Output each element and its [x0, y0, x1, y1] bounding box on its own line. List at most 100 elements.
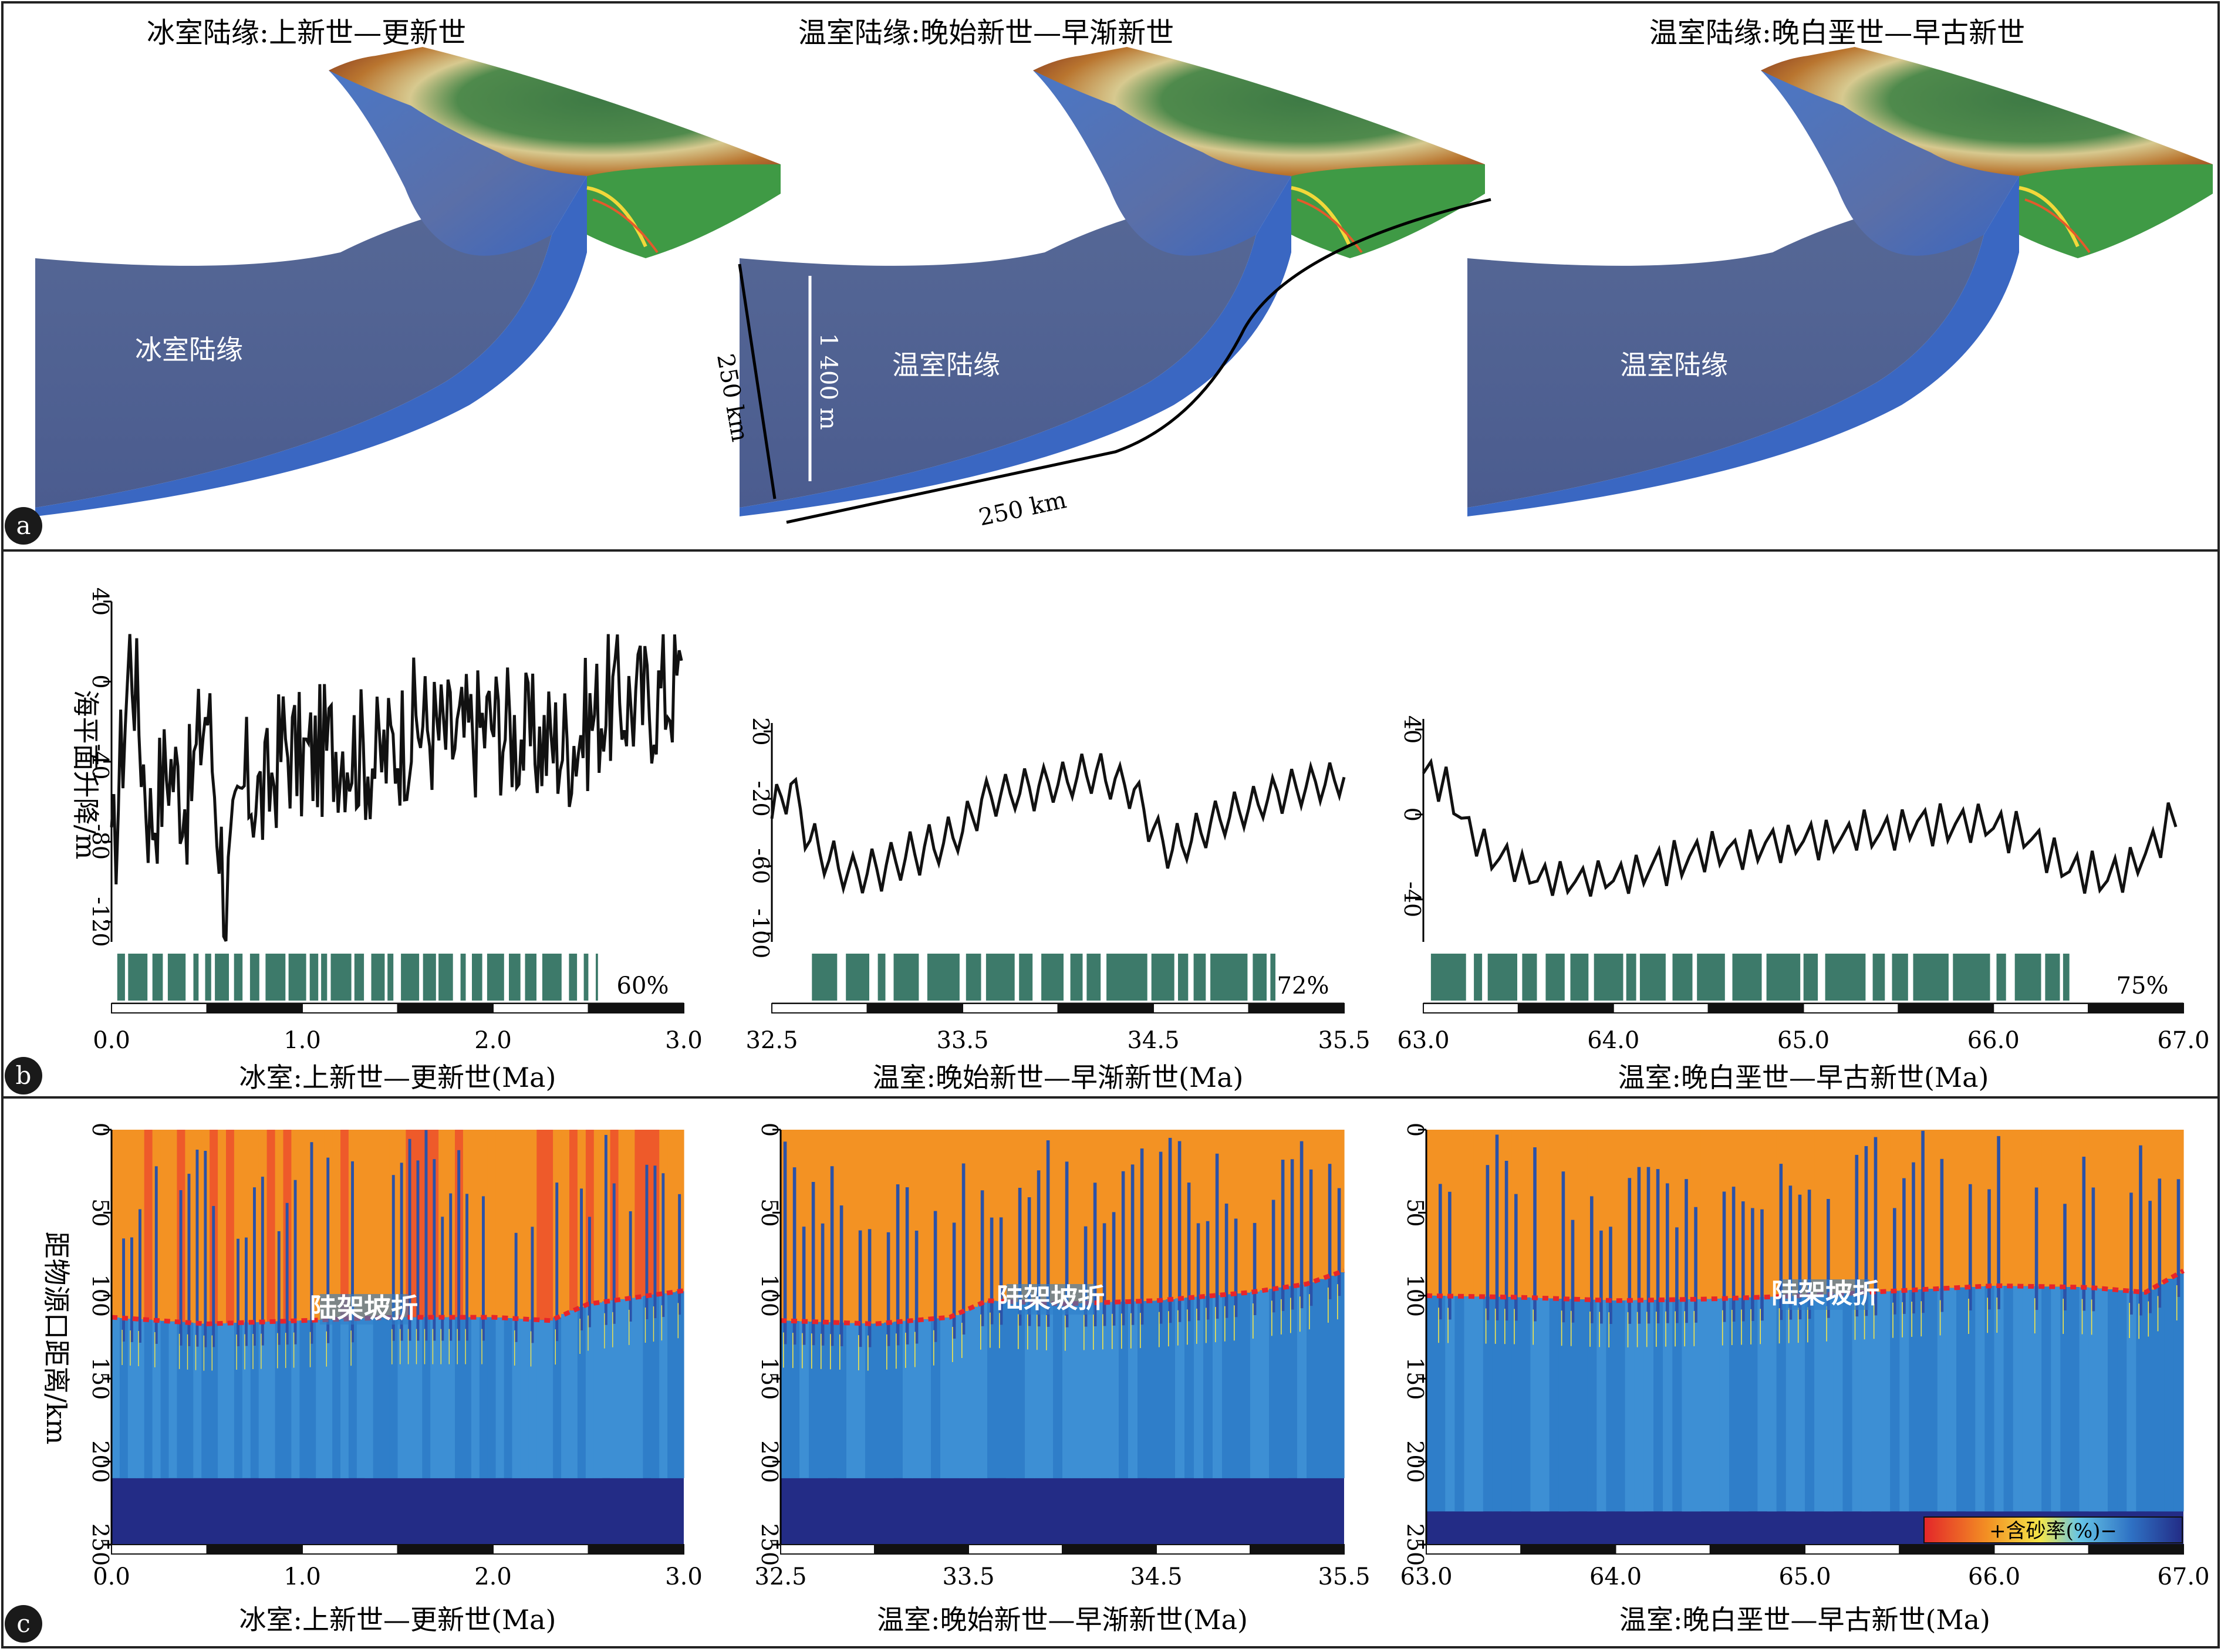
y-tick-label: -60 [748, 848, 774, 884]
lowstand-bar [371, 954, 385, 1001]
shelf-cell [1946, 1130, 1957, 1288]
shelf-cell [1473, 1130, 1484, 1297]
delta-front [587, 164, 781, 258]
slope-cell [2022, 1286, 2033, 1512]
channel-streak [1187, 1183, 1191, 1322]
sand-streak [1665, 1311, 1666, 1347]
channel-streak [433, 1159, 436, 1341]
slope-cell [1842, 1293, 1853, 1512]
slope-cell [618, 1299, 627, 1478]
shelf-cell [1081, 1130, 1091, 1303]
shelf-cell [1203, 1130, 1213, 1296]
block-label-1: 冰室陆缘 [135, 334, 243, 366]
slope-cell [1909, 1290, 1919, 1512]
shelf-cell [1710, 1130, 1720, 1299]
lowstand-bar [1430, 954, 1466, 1001]
channel-streak [1694, 1207, 1697, 1323]
channel-streak [1027, 1197, 1031, 1326]
lowstand-bar [1872, 954, 1885, 1001]
slope-cell [1147, 1300, 1157, 1478]
time-segment [968, 1544, 1063, 1555]
slope-cell [1213, 1295, 1223, 1478]
slope-cell [1719, 1298, 1730, 1512]
panel-letter-b-text: b [16, 1061, 32, 1090]
channel-streak [1685, 1179, 1688, 1323]
slope-cell [2108, 1289, 2118, 1512]
slope-cell [2013, 1286, 2023, 1512]
channel-streak [2063, 1204, 2067, 1310]
y-tick-label: 0 [1402, 1123, 1428, 1137]
lowstand-bars [1430, 954, 2070, 1001]
slope-cell [1241, 1292, 1251, 1478]
sand-streak [1854, 1305, 1856, 1340]
slope-cell [381, 1317, 390, 1478]
panel-a-title-2: 温室陆缘:晚始新世—早渐新世 [798, 16, 1174, 49]
time-segment [1993, 1003, 2090, 1014]
sand-streak [2148, 1301, 2149, 1337]
lowstand-bar [401, 954, 420, 1001]
channel-streak [1666, 1183, 1669, 1323]
sand-streak [604, 1313, 605, 1349]
time-segment [1153, 1003, 1250, 1014]
lowstand-bar [152, 954, 163, 1001]
time-segment [1612, 1003, 1709, 1014]
slope-cell [127, 1319, 137, 1478]
shelf-cell [618, 1130, 627, 1299]
channel-streak [1084, 1226, 1088, 1327]
channel-streak [792, 1167, 796, 1345]
channel-streak [1637, 1167, 1641, 1324]
sand-streak [1018, 1313, 1019, 1349]
lowstand-bar [966, 954, 981, 1001]
sand-streak [839, 1334, 841, 1370]
shelf-cell [1672, 1130, 1682, 1300]
shelf-cell [545, 1130, 553, 1321]
slope-cell [968, 1306, 978, 1478]
slope-cell [479, 1317, 488, 1478]
channel-streak [1102, 1223, 1106, 1326]
lowstand-bar [472, 954, 482, 1001]
shelf-cell [1194, 1130, 1204, 1297]
slope-cell [2145, 1289, 2156, 1512]
shelf-cell [1250, 1130, 1260, 1292]
channel-streak [212, 1206, 215, 1347]
time-segment [302, 1544, 399, 1555]
channel-streak [1328, 1164, 1332, 1299]
sand-streak [783, 1332, 784, 1368]
slope-cell [1946, 1288, 1957, 1512]
lowstand-bar [1041, 954, 1064, 1001]
sand-streak [1968, 1299, 1969, 1334]
slope-cell [1928, 1289, 1938, 1512]
channel-streak [310, 1142, 313, 1344]
shelf-cell [381, 1130, 390, 1318]
sand-streak [1533, 1309, 1534, 1345]
channel-streak [1969, 1184, 1972, 1310]
sand-streak [677, 1303, 679, 1339]
slope-cell [1288, 1286, 1298, 1478]
channel-streak [914, 1231, 919, 1344]
slope-cell [1558, 1299, 1569, 1512]
sand-streak [187, 1334, 188, 1370]
shelf-cell [1842, 1130, 1853, 1293]
slope-cell [226, 1323, 235, 1478]
y-tick-label: -120 [87, 897, 113, 947]
shelf-cell [112, 1130, 120, 1317]
channel-streak [2082, 1157, 2086, 1311]
sand-streak [1892, 1302, 1893, 1338]
slope-cell [1081, 1303, 1091, 1478]
lowstand-bar [1732, 954, 1762, 1001]
x-axis-title: 温室:晚始新世—早渐新世(Ma) [873, 1062, 1244, 1093]
y-tick-label: 150 [757, 1357, 782, 1400]
slope-cell [430, 1317, 439, 1478]
percent-label: 75% [2117, 972, 2169, 999]
lowstand-bar [542, 954, 562, 1001]
lowstand-bar [846, 954, 869, 1001]
sand-streak [481, 1329, 482, 1364]
slope-cell [1269, 1289, 1279, 1478]
sand-streak [1760, 1309, 1761, 1344]
shelf-cell [487, 1130, 497, 1317]
sea-level-chart-2: 20 -20 -60 -100 72% 32.5 33.5 34.5 35.5 温室:晚始新世—早… [745, 717, 1370, 1093]
channel-streak [1290, 1159, 1294, 1310]
slope-cell [1260, 1290, 1270, 1478]
slope-cell [2098, 1288, 2108, 1512]
lowstand-bar [193, 954, 199, 1001]
